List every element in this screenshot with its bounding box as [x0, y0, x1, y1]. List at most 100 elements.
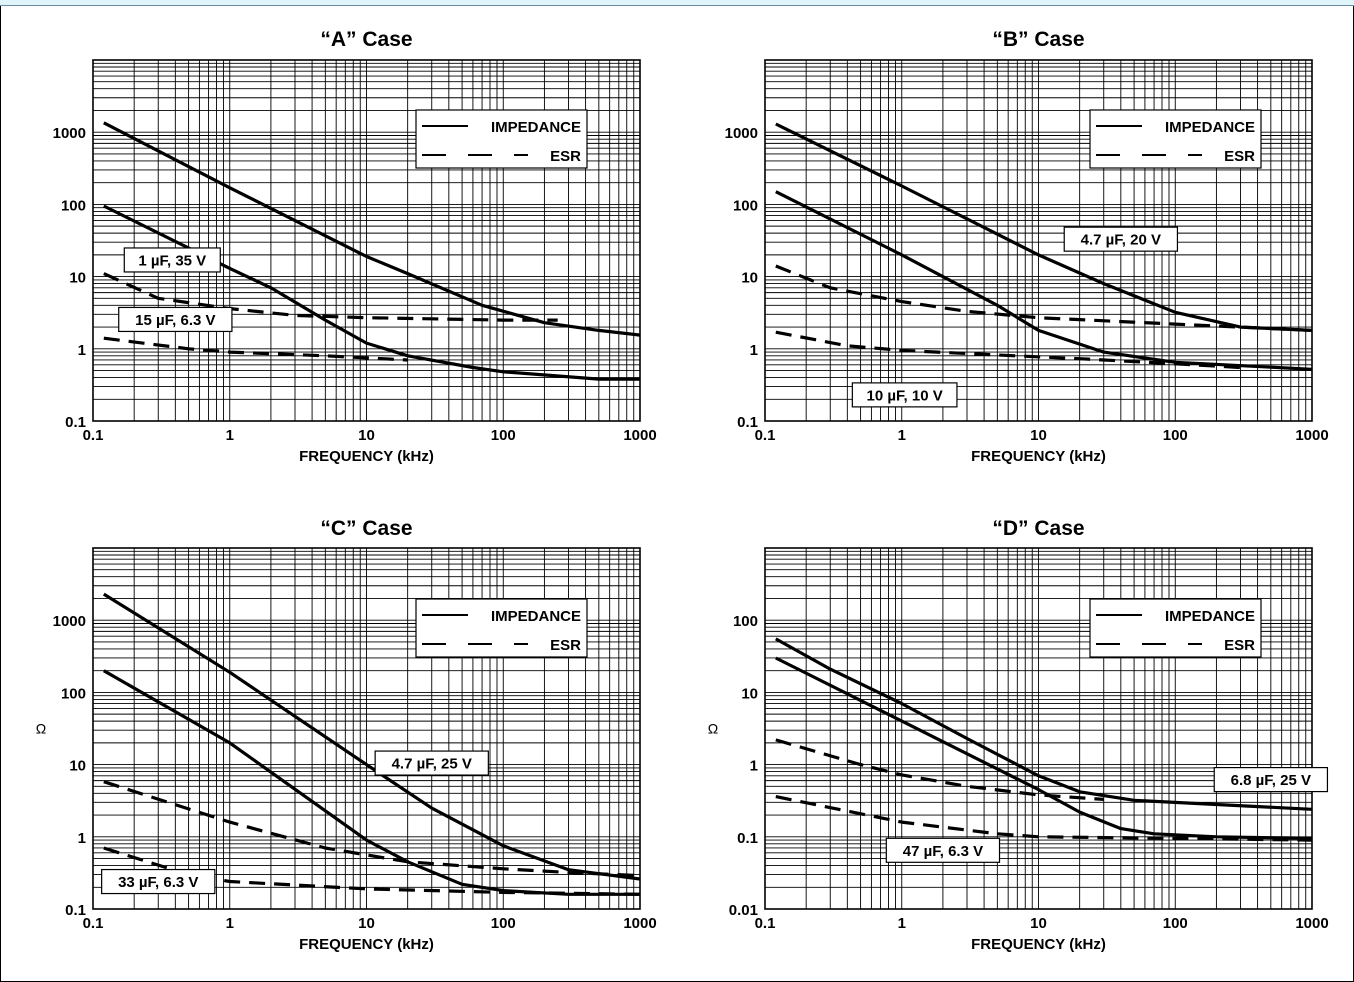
x-tick-label: 0.1 — [755, 427, 776, 444]
y-tick-label: 0.1 — [65, 902, 86, 919]
chart-title: “A” Case — [320, 28, 412, 51]
x-tick-label: 1 — [226, 427, 234, 444]
y-tick-label: 1000 — [53, 125, 86, 142]
x-tick-label: 0.1 — [83, 427, 104, 444]
series-annotation: 10 µF, 10 V — [851, 382, 958, 408]
y-tick-label: 10 — [741, 685, 758, 702]
y-tick-label: 0.1 — [65, 414, 86, 431]
legend: IMPEDANCE ESR — [415, 109, 588, 169]
annotation-label: 4.7 µF, 25 V — [392, 756, 472, 773]
annotation-label: 15 µF, 6.3 V — [135, 312, 215, 329]
x-tick-label: 10 — [358, 427, 375, 444]
annotation-box — [101, 868, 216, 895]
annotation-box — [1063, 226, 1179, 252]
series-impedance-line — [775, 190, 1313, 371]
y-tick-label: 10 — [69, 270, 86, 287]
annotation-box — [885, 837, 1001, 863]
x-axis-label: FREQUENCY (kHz) — [299, 936, 434, 953]
series-impedance-line — [775, 656, 1313, 840]
y-tick-label: 100 — [733, 197, 758, 214]
plot-frame — [92, 547, 641, 910]
legend-label: ESR — [1224, 148, 1255, 165]
y-tick-label: 100 — [61, 197, 86, 214]
x-tick-label: 0.1 — [83, 915, 104, 932]
legend-label: IMPEDANCE — [491, 608, 581, 625]
y-tick-label: 10 — [741, 270, 758, 287]
x-tick-label: 1000 — [623, 915, 656, 932]
legend-label: ESR — [550, 148, 581, 165]
x-tick-label: 100 — [491, 915, 516, 932]
annotation-box — [851, 382, 958, 408]
legend-box — [415, 598, 588, 658]
annotation-label: 1 µF, 35 V — [138, 252, 206, 269]
plot-frame — [764, 547, 1313, 910]
y-tick-label: 1 — [78, 342, 86, 359]
x-tick-label: 1000 — [1295, 427, 1328, 444]
legend-label: ESR — [550, 637, 581, 654]
grid — [764, 548, 1312, 910]
series-annotation: 4.7 µF, 25 V — [374, 750, 489, 776]
legend-box — [1089, 598, 1262, 658]
annotation-label: 47 µF, 6.3 V — [903, 843, 983, 860]
series-esr-line — [103, 272, 558, 322]
legend-label: IMPEDANCE — [1165, 119, 1255, 136]
y-tick-label: 1 — [750, 758, 758, 775]
y-axis-label: Ω — [708, 721, 718, 737]
legend: IMPEDANCE ESR — [415, 598, 588, 658]
series-annotation: 6.8 µF, 25 V — [1213, 766, 1329, 793]
chart-0: “A” Case 0.1 1 10 100 1000 0.1 1 10 100 1000 FREQUE… — [53, 28, 657, 465]
chart-title: “B” Case — [992, 28, 1084, 51]
x-tick-label: 0.1 — [755, 915, 776, 932]
x-axis-label: FREQUENCY (kHz) — [971, 936, 1106, 953]
plot-frame — [764, 59, 1313, 422]
y-tick-label: 10 — [69, 758, 86, 775]
annotation-label: 10 µF, 10 V — [867, 387, 943, 404]
series-esr-line — [775, 330, 1241, 370]
y-tick-label: 0.1 — [737, 414, 758, 431]
y-tick-label: 1000 — [725, 125, 758, 142]
series-annotation: 47 µF, 6.3 V — [885, 837, 1001, 863]
chart-title: “C” Case — [320, 517, 412, 540]
y-tick-label: 0.1 — [737, 830, 758, 847]
x-tick-label: 10 — [358, 915, 375, 932]
y-tick-label: 1 — [78, 830, 86, 847]
top-accent-bar — [0, 0, 1354, 6]
annotation-label: 6.8 µF, 25 V — [1231, 772, 1311, 789]
x-tick-label: 1000 — [623, 427, 656, 444]
x-axis-label: FREQUENCY (kHz) — [971, 448, 1106, 465]
x-tick-label: 1 — [898, 915, 906, 932]
y-tick-label: 0.01 — [729, 902, 758, 919]
x-axis-label: FREQUENCY (kHz) — [299, 448, 434, 465]
series-annotation: 15 µF, 6.3 V — [118, 306, 233, 333]
y-tick-label: 100 — [61, 685, 86, 702]
plot-frame — [92, 59, 641, 422]
x-tick-label: 100 — [1163, 427, 1188, 444]
chart-title: “D” Case — [992, 517, 1084, 540]
x-tick-label: 100 — [491, 427, 516, 444]
series-annotation: 4.7 µF, 20 V — [1063, 226, 1179, 252]
annotation-box — [118, 306, 233, 333]
legend-box — [415, 109, 588, 169]
series-esr-line — [775, 738, 1104, 801]
annotation-box — [1213, 766, 1329, 793]
x-tick-label: 10 — [1030, 915, 1047, 932]
series-impedance-line — [775, 122, 1313, 332]
y-tick-label: 1 — [750, 342, 758, 359]
series-impedance-line — [102, 592, 641, 881]
series-annotation: 33 µF, 6.3 V — [101, 868, 216, 895]
chart-1: “B” Case 0.1 1 10 100 1000 0.1 1 10 100 1000 FREQUE… — [725, 28, 1329, 465]
series-esr-line — [103, 780, 641, 878]
series-esr-line — [775, 264, 1313, 332]
series-esr-line — [103, 846, 641, 896]
series-impedance-line — [103, 204, 640, 381]
legend-label: IMPEDANCE — [1165, 608, 1255, 625]
x-tick-label: 1000 — [1295, 915, 1328, 932]
series-esr-line — [775, 795, 1313, 842]
annotation-label: 4.7 µF, 20 V — [1081, 232, 1161, 249]
x-tick-label: 10 — [1030, 427, 1047, 444]
series-esr-line — [103, 336, 408, 362]
legend-label: IMPEDANCE — [491, 119, 581, 136]
y-tick-label: 100 — [733, 613, 758, 630]
